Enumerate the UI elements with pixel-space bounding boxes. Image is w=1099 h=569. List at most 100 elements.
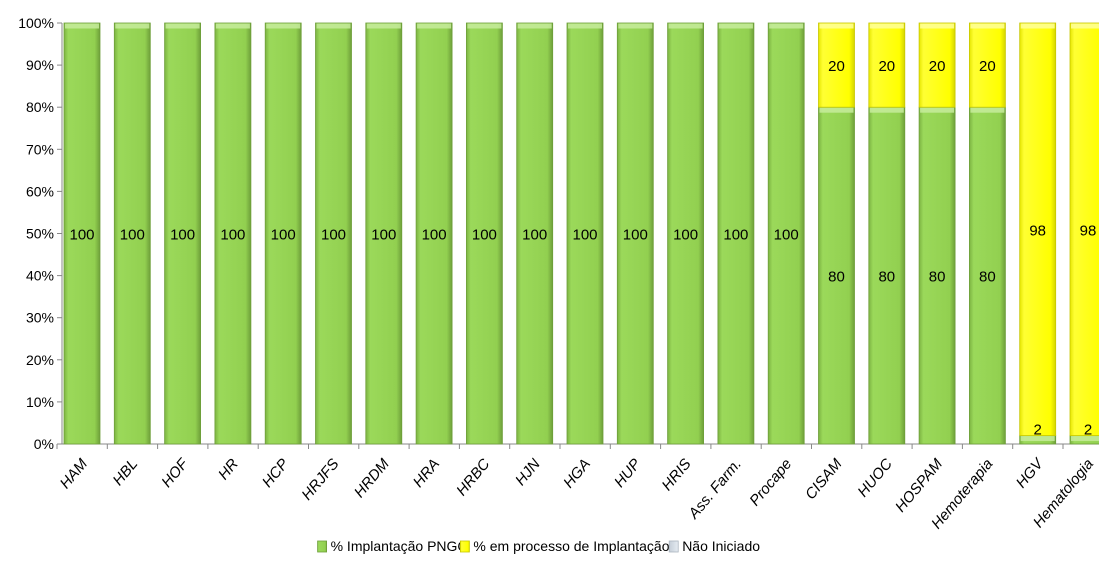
bar-segment <box>113 22 151 445</box>
category-label: HRIS <box>659 456 695 494</box>
legend-item: % em processo de Implantação <box>459 538 670 554</box>
bars <box>63 22 1099 445</box>
bar-segment-cap <box>970 107 1005 113</box>
bar-segment-cap <box>467 23 502 29</box>
category-label: HGV <box>1013 454 1048 491</box>
y-tick-label: 40% <box>26 268 54 284</box>
data-label: 20 <box>878 58 895 75</box>
bar-segment <box>566 22 604 445</box>
bar-segment <box>616 22 654 445</box>
bar-segment <box>1069 22 1099 436</box>
data-label: 100 <box>170 227 195 244</box>
category-label: HR <box>215 456 242 484</box>
data-label: 100 <box>623 227 648 244</box>
category-label: HUP <box>611 456 644 491</box>
category-label: HGA <box>560 456 594 492</box>
data-label: 20 <box>828 58 845 75</box>
bar-segment-cap <box>668 23 703 29</box>
legend-label: % em processo de Implantação <box>473 538 669 554</box>
bar-segment <box>264 22 302 445</box>
category-label: HRJFS <box>298 456 342 504</box>
data-label: 100 <box>723 227 748 244</box>
bar-segment-cap <box>869 107 904 113</box>
data-label: 100 <box>422 227 447 244</box>
legend-swatch <box>317 540 328 553</box>
data-label: 100 <box>120 227 145 244</box>
data-label: 100 <box>69 227 94 244</box>
bar-segment <box>969 106 1006 445</box>
legend-swatch <box>459 540 470 553</box>
y-tick-label: 100% <box>18 15 54 31</box>
legend-swatch <box>668 540 679 553</box>
bar-segment <box>63 22 101 445</box>
y-tick-label: 20% <box>26 352 54 368</box>
bar-segment <box>415 22 453 445</box>
bar-segment-cap <box>1020 23 1055 29</box>
data-label: 100 <box>522 227 547 244</box>
legend-item: % Implantação PNGC <box>317 538 468 554</box>
bar-segment-cap <box>266 23 301 29</box>
category-label: HCP <box>259 456 292 491</box>
bar-segment-cap <box>819 107 854 113</box>
y-tick-label: 90% <box>26 57 54 73</box>
data-label: 20 <box>929 58 946 75</box>
bar-segment <box>516 22 554 445</box>
bar-segment-cap <box>920 23 955 29</box>
data-label: 98 <box>1080 222 1097 239</box>
bar-segment <box>818 106 855 445</box>
bar-segment <box>164 22 202 445</box>
bar-segment-cap <box>819 23 854 29</box>
bar-segment <box>465 22 503 445</box>
bar-segment <box>365 22 403 445</box>
bar-segment-cap <box>165 23 200 29</box>
data-label: 100 <box>321 227 346 244</box>
bar-segment-cap <box>65 23 99 29</box>
data-label: 100 <box>572 227 597 244</box>
bar-segment <box>818 22 855 108</box>
bar-segment-cap <box>970 23 1005 29</box>
data-label: 100 <box>673 227 698 244</box>
data-label: 80 <box>828 269 845 286</box>
y-tick-label: 80% <box>26 99 54 115</box>
data-label: 20 <box>979 58 996 75</box>
category-label: HBL <box>110 456 142 489</box>
bar-segment-cap <box>869 23 904 29</box>
bar-segment-cap <box>215 23 250 29</box>
data-labels: 100 100 100 100 100 100 100 100 100 100 100 100 100 1… <box>69 58 1096 438</box>
data-label: 100 <box>472 227 497 244</box>
bar-segment <box>214 22 252 445</box>
bar-segment-cap <box>769 23 804 29</box>
legend: % Implantação PNGC % em processo de Impla… <box>317 538 760 554</box>
data-label: 100 <box>271 227 296 244</box>
y-tick-label: 70% <box>26 141 54 157</box>
data-label: 80 <box>979 269 996 286</box>
category-label: Ass. Farm. <box>685 456 745 523</box>
data-label: 100 <box>371 227 396 244</box>
y-tick-label: 30% <box>26 310 54 326</box>
bar-segment-cap <box>115 23 150 29</box>
y-tick-label: 50% <box>26 226 54 242</box>
legend-item: Não Iniciado <box>668 538 760 554</box>
legend-label: Não Iniciado <box>682 538 760 554</box>
bar-segment <box>918 22 956 108</box>
data-label: 100 <box>220 227 245 244</box>
bar-segment-cap <box>417 23 452 29</box>
bar-segment <box>868 106 906 445</box>
y-tick-label: 0% <box>34 436 54 452</box>
bar-segment <box>1019 22 1057 436</box>
category-label: HRDM <box>351 455 393 501</box>
bar-segment-cap <box>517 23 552 29</box>
bar-segment-cap <box>1071 436 1099 442</box>
legend-label: % Implantação PNGC <box>331 538 468 554</box>
category-label: HRA <box>410 456 443 491</box>
data-label: 80 <box>929 269 946 286</box>
bar-segment-cap <box>316 23 351 29</box>
category-label: Procape <box>746 456 795 510</box>
category-label: CISAM <box>802 455 846 503</box>
bar-segment-cap <box>1071 23 1099 29</box>
bar-segment <box>969 22 1006 108</box>
category-label: HOSPAM <box>892 455 946 515</box>
bar-segment-cap <box>920 107 955 113</box>
